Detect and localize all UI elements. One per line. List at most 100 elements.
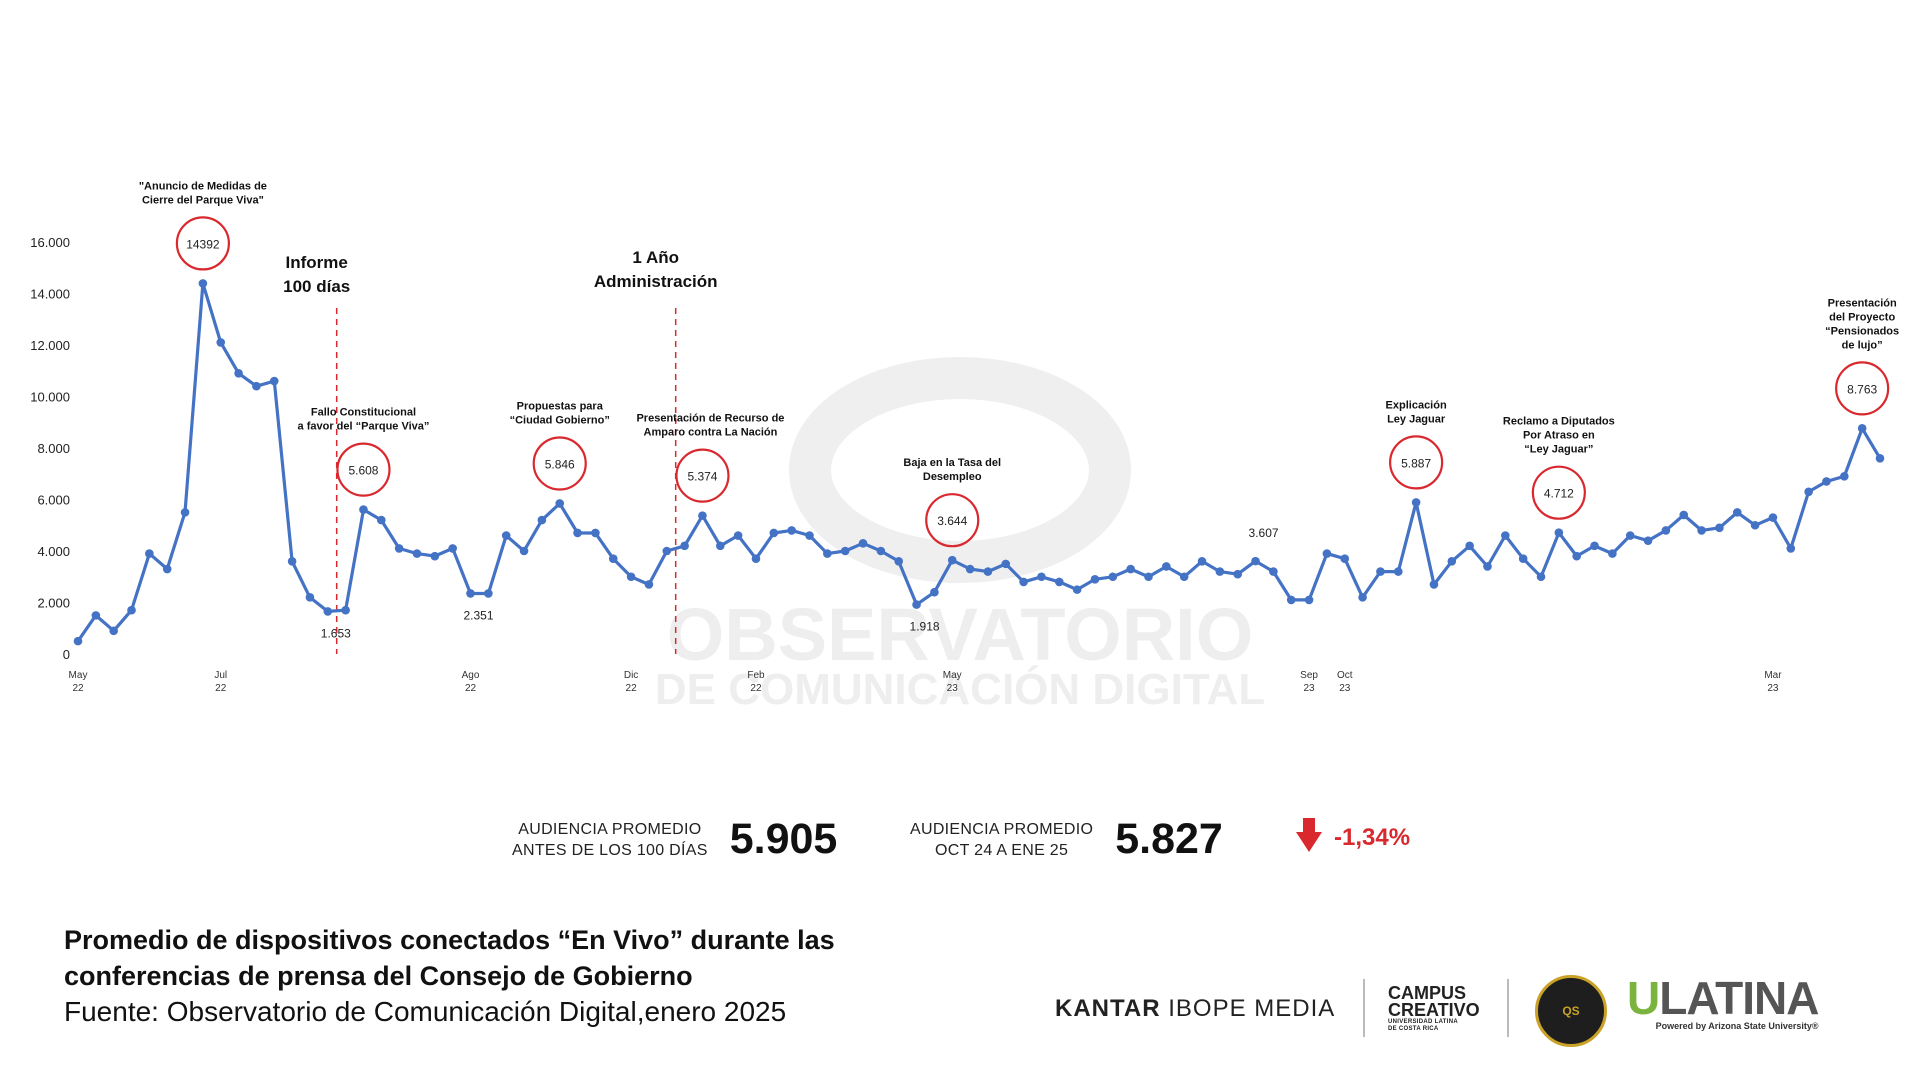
data-point — [1037, 572, 1046, 582]
value-label: 1.918 — [910, 620, 940, 634]
annotation-label: “Ley Jaguar” — [1524, 444, 1593, 456]
data-point — [1322, 549, 1332, 558]
data-point — [162, 564, 172, 574]
data-point — [1233, 569, 1243, 579]
x-tick-label: May — [943, 670, 962, 681]
annotation-label: Explicación — [1386, 399, 1447, 411]
data-point — [1251, 556, 1260, 566]
data-point — [1625, 531, 1635, 540]
data-point — [1518, 554, 1528, 564]
x-tick-year: 22 — [215, 683, 227, 694]
data-point — [1608, 549, 1617, 558]
data-point — [287, 557, 297, 566]
stat-before-label: AUDIENCIA PROMEDIO ANTES DE LOS 100 DÍAS — [512, 819, 708, 861]
highlight-circle — [175, 216, 230, 271]
watermark-text: OBSERVATORIO — [667, 593, 1254, 676]
data-point — [109, 626, 118, 636]
campus-logo-sub-2: DE COSTA RICA — [1388, 1026, 1439, 1032]
y-tick-label: 2.000 — [37, 596, 70, 611]
stat-recent-label: AUDIENCIA PROMEDIO OCT 24 A ENE 25 — [910, 819, 1093, 861]
data-point — [1875, 454, 1885, 463]
highlight-circle — [1835, 361, 1890, 416]
data-point — [858, 538, 868, 548]
y-tick-label: 16.000 — [30, 235, 70, 250]
caption: Promedio de dispositivos conectados “En … — [64, 922, 835, 1030]
data-point — [269, 376, 279, 386]
annotation-label: “Pensionados — [1825, 325, 1899, 337]
kantar-logo-rest: IBOPE MEDIA — [1168, 995, 1336, 1022]
data-point — [91, 611, 101, 620]
annotation-label: Reclamo a Diputados — [1503, 416, 1615, 428]
x-tick-label: Feb — [747, 670, 765, 681]
stat-recent-label-line-1: AUDIENCIA PROMEDIO — [910, 820, 1094, 838]
highlight-circle — [675, 448, 730, 503]
highlight-circle — [532, 436, 587, 491]
data-point — [1822, 477, 1831, 486]
qs-badge-logo: QS — [1535, 975, 1607, 1047]
data-point — [680, 541, 689, 551]
data-point — [1732, 508, 1742, 517]
event-label: 100 días — [283, 277, 350, 296]
data-point — [448, 544, 457, 553]
data-point — [1197, 557, 1207, 566]
x-tick-label: Sep — [1300, 670, 1318, 681]
data-point — [305, 593, 315, 602]
peak-value-label: 5.374 — [687, 470, 717, 484]
data-point — [1554, 528, 1564, 537]
y-tick-label: 0 — [63, 647, 70, 662]
data-point — [1840, 472, 1849, 481]
data-point — [1269, 567, 1278, 576]
data-point — [1715, 523, 1724, 533]
data-point — [1501, 531, 1510, 540]
data-point — [983, 567, 993, 576]
x-tick-label: Dic — [624, 670, 638, 681]
watermark-subtext: DE COMUNICACIÓN DIGITAL — [655, 664, 1265, 714]
data-point — [1447, 557, 1457, 566]
data-point — [698, 511, 707, 520]
event-label: 1 Año — [632, 248, 679, 267]
data-point — [591, 528, 600, 538]
data-point — [930, 587, 939, 597]
annotation-label: Propuestas para — [517, 400, 604, 412]
data-point — [1697, 526, 1706, 535]
data-point — [751, 554, 761, 564]
data-point — [145, 549, 154, 558]
data-point — [484, 589, 493, 598]
ulatina-logo: ULATINA Powered by Arizona State Univers… — [1627, 972, 1819, 1031]
data-point — [1857, 424, 1867, 433]
x-tick-label: Mar — [1764, 670, 1782, 681]
data-point — [555, 499, 565, 508]
value-label: 1.653 — [321, 626, 351, 640]
stat-recent: AUDIENCIA PROMEDIO OCT 24 A ENE 25 5.827 — [910, 815, 1223, 864]
data-point — [1019, 577, 1028, 587]
data-point — [787, 526, 796, 535]
campus-logo-sub-1: UNIVERSIDAD LATINA — [1388, 1019, 1458, 1025]
stat-recent-label-line-2: OCT 24 A ENE 25 — [935, 841, 1069, 859]
data-point — [662, 546, 672, 556]
annotation-label: de lujo” — [1842, 339, 1883, 351]
data-point — [1536, 572, 1546, 582]
data-point — [1393, 567, 1403, 576]
data-point — [519, 546, 529, 556]
annotation-label: Amparo contra La Nación — [644, 427, 778, 439]
logo-divider — [1363, 979, 1365, 1037]
data-point — [947, 555, 957, 565]
stat-before-100-days: AUDIENCIA PROMEDIO ANTES DE LOS 100 DÍAS… — [512, 815, 837, 864]
data-point — [359, 505, 368, 514]
peak-value-label: 5.887 — [1401, 456, 1431, 470]
data-point — [430, 551, 440, 561]
x-tick-year: 23 — [1304, 683, 1316, 694]
ulatina-logo-u: U — [1627, 972, 1660, 1024]
data-point — [198, 279, 208, 288]
campus-logo-line-1: CAMPUS — [1388, 983, 1467, 1003]
data-point — [1786, 544, 1796, 553]
y-tick-label: 8.000 — [37, 441, 70, 456]
annotation-label: Presentación — [1828, 297, 1897, 309]
peak-value-label: 3.644 — [937, 514, 967, 528]
peak-value-label: 5.846 — [545, 457, 575, 471]
y-tick-label: 4.000 — [37, 544, 70, 559]
event-label: Administración — [594, 272, 718, 291]
annotation-label: Baja en la Tasa del — [903, 457, 1001, 469]
x-tick-year: 23 — [1767, 683, 1779, 694]
annotation-label: del Proyecto — [1829, 311, 1895, 323]
